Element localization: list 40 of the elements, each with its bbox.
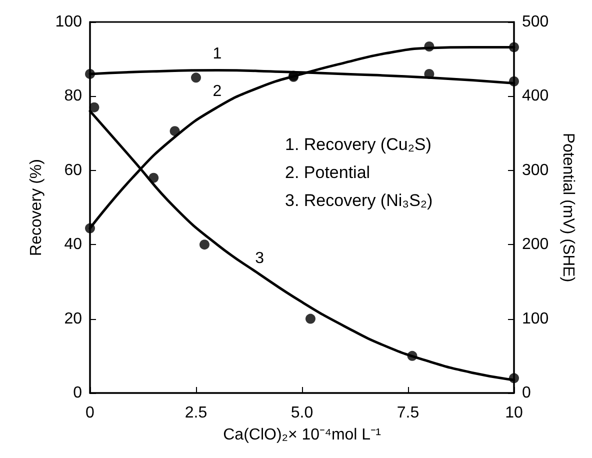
y-tick-label: 100 — [55, 14, 82, 30]
y2-axis-title: Potential (mV) (SHE) — [560, 132, 576, 282]
series-label: 3 — [255, 250, 264, 267]
x-tick-label: 7.5 — [396, 404, 420, 422]
x-tick-label: 10 — [505, 404, 523, 422]
point — [199, 240, 210, 250]
y-tick-label: 80 — [64, 88, 82, 105]
annotation: 2. Potential — [285, 163, 370, 182]
point — [191, 72, 201, 83]
point — [407, 350, 418, 361]
y2-tick-label: 500 — [522, 14, 549, 30]
point — [509, 42, 519, 52]
point — [89, 102, 100, 112]
point — [509, 373, 519, 384]
x-tick-label: 0 — [86, 404, 95, 422]
point — [170, 126, 180, 136]
point — [305, 314, 316, 324]
annotation: 1. Recovery (Cu₂S) — [285, 135, 432, 154]
point — [148, 172, 159, 183]
y-tick-label: 60 — [64, 162, 82, 179]
y2-tick-label: 100 — [522, 310, 549, 328]
point — [85, 68, 95, 79]
point — [424, 41, 434, 52]
y-tick-label: 0 — [73, 384, 82, 402]
annotation: 3. Recovery (Ni₃S₂) — [285, 191, 433, 210]
y2-tick-label: 400 — [522, 88, 549, 105]
series-label: 2 — [212, 82, 222, 100]
y2-tick-label: 0 — [522, 384, 531, 402]
y2-tick-label: 300 — [522, 162, 549, 179]
y-tick-label: 20 — [64, 310, 82, 328]
point — [509, 76, 519, 86]
x-axis-title: Ca(ClO)₂× 10⁻⁴mol L⁻¹ — [223, 426, 381, 444]
point — [424, 68, 434, 79]
x-tick-label: 5.0 — [290, 404, 314, 422]
series-label: 1 — [212, 46, 222, 63]
y-axis-title: Recovery (%) — [28, 159, 45, 256]
x-tick-label: 2.5 — [184, 404, 208, 422]
point — [85, 223, 95, 234]
y2-tick-label: 200 — [522, 236, 549, 254]
y-tick-label: 40 — [64, 236, 82, 254]
